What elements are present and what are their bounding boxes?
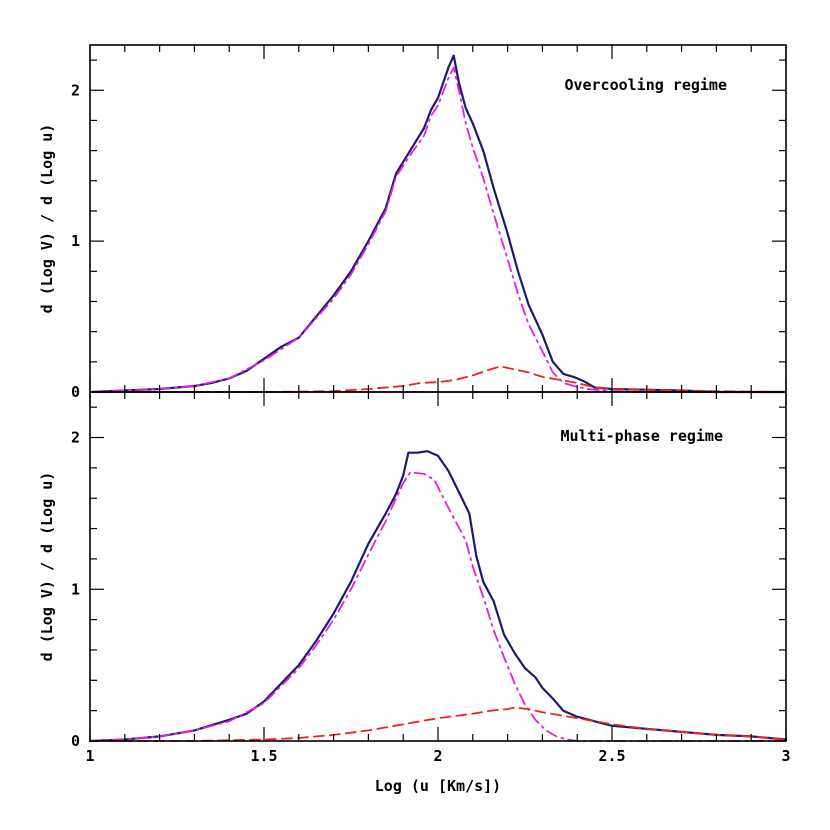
regime-annotation: Multi-phase regime [560, 427, 723, 445]
y-tick-label: 0 [71, 732, 80, 750]
y-tick-label: 1 [71, 580, 80, 598]
y-axis-label: d (Log V) / d (Log u) [38, 472, 56, 662]
x-tick-label: 1.5 [250, 747, 277, 765]
series-line-2 [89, 66, 787, 393]
y-tick-label: 1 [71, 232, 80, 250]
series-line-1 [88, 54, 788, 394]
y-tick-label: 0 [71, 383, 80, 401]
series-line-3 [89, 365, 787, 393]
regime-annotation: Overcooling regime [564, 76, 727, 94]
x-tick-label: 1 [85, 747, 94, 765]
x-tick-label: 3 [781, 747, 790, 765]
series-line-2 [89, 471, 787, 742]
x-tick-label: 2.5 [598, 747, 625, 765]
series-line-3 [89, 706, 787, 742]
series-line-1 [88, 450, 788, 743]
y-tick-label: 2 [71, 81, 80, 99]
panel-overcooling: 0 1 2 d (Log V) / d (Log u) Overcooling regi… [38, 44, 788, 401]
y-tick-label: 2 [71, 429, 80, 447]
y-axis-label: d (Log V) / d (Log u) [38, 124, 56, 314]
x-tick-label: 2 [433, 747, 442, 765]
x-axis-label: Log (u [Km/s]) [375, 777, 501, 795]
